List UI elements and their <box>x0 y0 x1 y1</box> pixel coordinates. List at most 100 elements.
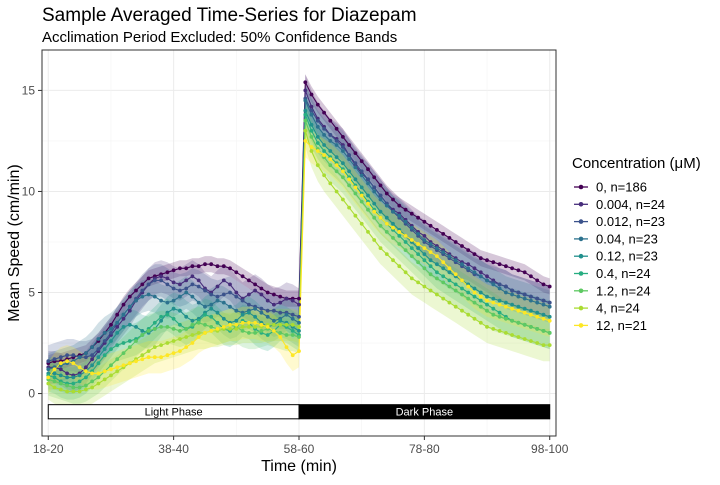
data-point <box>497 302 502 307</box>
data-point <box>510 318 514 323</box>
data-point <box>52 371 57 376</box>
data-point <box>303 118 308 123</box>
axes: 0 5 10 15 18-20 38-40 58-60 78-80 98-100 <box>22 83 569 456</box>
data-point <box>334 143 339 147</box>
data-point <box>284 345 289 349</box>
data-point <box>71 375 76 380</box>
data-point <box>435 292 439 297</box>
data-point <box>90 357 94 362</box>
data-point <box>460 292 464 297</box>
data-point <box>447 278 452 283</box>
data-point <box>265 290 270 295</box>
data-point <box>303 112 308 117</box>
data-point <box>109 327 113 331</box>
data-point <box>334 155 339 160</box>
data-point <box>159 314 164 319</box>
data-point <box>322 153 326 158</box>
data-point <box>259 286 264 291</box>
data-point <box>428 250 433 255</box>
data-point <box>58 355 63 360</box>
data-point <box>478 298 483 303</box>
data-point <box>303 80 308 85</box>
data-point <box>159 343 164 347</box>
data-point <box>240 274 245 279</box>
data-point <box>416 260 420 265</box>
data-point <box>497 282 502 287</box>
data-point <box>65 383 69 388</box>
data-point <box>203 262 207 267</box>
data-point <box>478 320 483 325</box>
data-point <box>435 276 439 281</box>
data-point <box>71 389 76 394</box>
data-point <box>460 262 464 267</box>
data-point <box>359 159 364 164</box>
data-point <box>115 369 120 374</box>
phase-label-1: Dark Phase <box>396 407 453 419</box>
data-point <box>159 274 164 279</box>
data-point <box>359 185 364 190</box>
legend-label: 0.04, n=23 <box>596 231 658 246</box>
data-point <box>71 353 76 358</box>
data-point <box>152 320 157 325</box>
data-point <box>109 367 113 372</box>
data-point <box>196 284 201 289</box>
data-point <box>140 357 145 362</box>
legend-label: 1.2, n=24 <box>596 283 651 298</box>
data-point <box>272 302 276 307</box>
confidence-band-1 <box>48 74 550 392</box>
data-point <box>372 189 377 194</box>
data-point <box>309 112 314 117</box>
data-point <box>491 296 496 301</box>
data-point <box>397 264 402 269</box>
data-point <box>497 329 502 333</box>
data-point <box>453 288 458 293</box>
data-point <box>485 302 489 307</box>
data-point <box>159 298 164 303</box>
legend-label: 0.12, n=23 <box>596 249 658 264</box>
data-point <box>341 161 345 166</box>
data-point <box>253 314 257 319</box>
data-point <box>485 298 489 303</box>
legend-key-point <box>578 184 584 190</box>
data-point <box>328 163 333 168</box>
data-point <box>178 308 182 313</box>
data-point <box>504 300 508 305</box>
data-point <box>447 236 452 240</box>
data-point <box>441 280 446 285</box>
confidence-band-7 <box>48 114 550 408</box>
data-point <box>309 122 314 127</box>
data-point <box>491 306 496 311</box>
data-point <box>466 262 471 267</box>
data-point <box>178 322 182 327</box>
data-point <box>504 284 508 289</box>
data-point <box>77 355 82 360</box>
data-point <box>297 335 301 339</box>
data-point <box>403 270 408 275</box>
data-point <box>328 149 333 153</box>
data-point <box>152 294 157 299</box>
data-point <box>190 274 195 279</box>
legend-key-point <box>578 236 584 242</box>
data-point <box>152 278 157 283</box>
y-axis-label: Mean Speed (cm/min) <box>6 164 23 321</box>
data-point <box>522 322 527 327</box>
data-point <box>315 141 320 145</box>
data-point <box>240 329 245 333</box>
data-point <box>65 359 69 364</box>
data-point <box>290 333 295 337</box>
data-point <box>234 270 239 275</box>
data-point <box>90 363 94 368</box>
data-point <box>165 325 170 329</box>
data-point <box>541 329 546 333</box>
data-point <box>491 260 496 265</box>
data-point <box>403 240 408 244</box>
data-point <box>247 310 251 315</box>
data-point <box>71 385 76 390</box>
data-point <box>228 290 232 295</box>
data-point <box>347 169 351 174</box>
data-point <box>58 367 63 372</box>
data-point <box>353 191 358 196</box>
legend-key-point <box>578 288 584 294</box>
data-point <box>284 333 289 337</box>
